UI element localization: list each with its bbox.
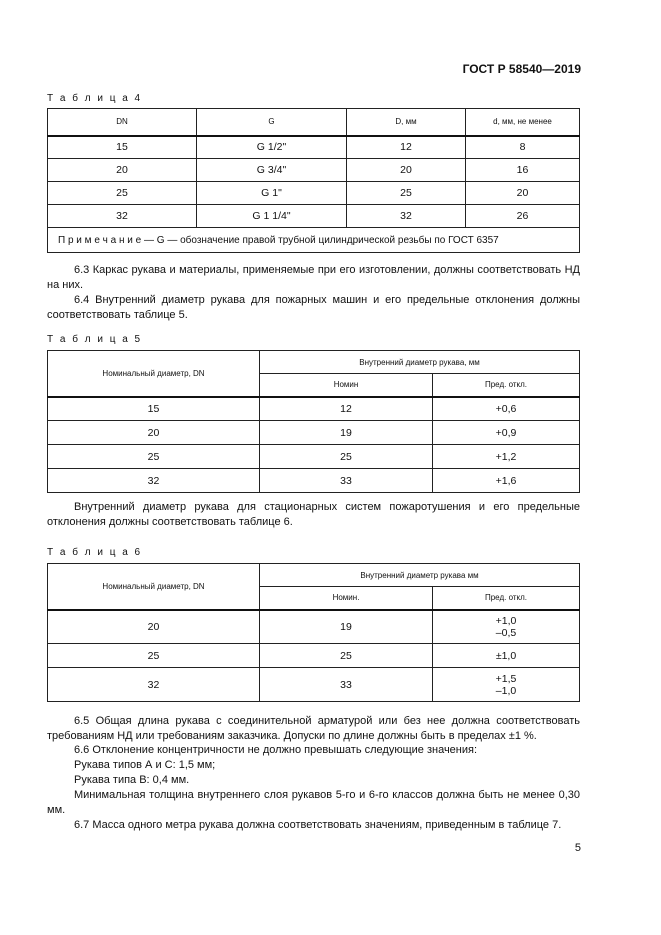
cell: ±1,0 (432, 643, 580, 668)
upper-tolerance: +1,0 (495, 614, 517, 627)
table-row: 20 19 +0,9 (47, 420, 580, 445)
cell: 32 (47, 204, 197, 228)
standard-number: ГОСТ Р 58540—2019 (462, 62, 581, 76)
table-row: 15 12 +0,6 (47, 395, 580, 421)
col-header: D, мм (346, 108, 466, 136)
table-5-caption: Т а б л и ц а 5 (47, 334, 143, 345)
cell: 25 (47, 643, 260, 668)
col-header: d, мм, не менее (465, 108, 580, 136)
cell: +1,2 (432, 444, 580, 469)
cell: 8 (465, 134, 580, 159)
cell: 15 (47, 395, 260, 421)
table-5: Номинальный диаметр, DN Внутренний диамет… (47, 350, 580, 493)
cell: 19 (259, 420, 433, 445)
col-header: Номинальный диаметр, DN (47, 563, 260, 610)
paragraph-6-3: 6.3 Каркас рукава и материалы, применяем… (47, 264, 580, 291)
table-row: 25 25 ±1,0 (47, 643, 580, 668)
paragraph-6-4: 6.4 Внутренний диаметр рукава для пожарн… (47, 294, 580, 321)
table-row: 25 25 +1,2 (47, 444, 580, 469)
cell: 25 (47, 444, 260, 469)
cell: 19 (259, 608, 433, 644)
col-header: G (196, 108, 347, 136)
cell: G 1/2" (196, 134, 347, 159)
col-header: Внутренний диаметр рукава мм (259, 563, 580, 587)
lower-tolerance: –1,0 (495, 684, 517, 697)
col-header: DN (47, 108, 197, 136)
table-4-caption: Т а б л и ц а 4 (47, 93, 143, 104)
cell: 15 (47, 134, 197, 159)
paragraph-stationary: Внутренний диаметр рукава для стационарн… (47, 501, 580, 528)
cell: 33 (259, 667, 433, 702)
cell: 25 (259, 643, 433, 668)
paragraph-6-6-c: Минимальная толщина внутреннего слоя рук… (47, 789, 580, 816)
cell: 20 (47, 608, 260, 644)
upper-tolerance: +1,5 (495, 672, 517, 685)
table-row: 32 33 +1,5 –1,0 (47, 667, 580, 702)
table-6: Номинальный диаметр, DN Внутренний диамет… (47, 563, 580, 702)
cell: 20 (346, 158, 466, 182)
cell: +1,5 –1,0 (432, 667, 580, 702)
cell: 32 (47, 667, 260, 702)
cell: 12 (259, 395, 433, 421)
table-row: 32 G 1 1/4" 32 26 (47, 204, 580, 228)
table-note: П р и м е ч а н и е — G — обозначение пр… (47, 227, 580, 253)
cell: +0,6 (432, 395, 580, 421)
col-header: Номин (259, 373, 433, 397)
cell: 32 (346, 204, 466, 228)
table-6-caption: Т а б л и ц а 6 (47, 547, 143, 558)
cell: 20 (47, 420, 260, 445)
cell: G 3/4" (196, 158, 347, 182)
cell: 32 (47, 468, 260, 493)
cell: +0,9 (432, 420, 580, 445)
cell: 26 (465, 204, 580, 228)
table-row: 15 G 1/2" 12 8 (47, 134, 580, 159)
cell: +1,6 (432, 468, 580, 493)
cell: 12 (346, 134, 466, 159)
paragraph-6-5: 6.5 Общая длина рукава с соединительной … (47, 715, 580, 742)
cell: 20 (465, 181, 580, 205)
col-header: Внутренний диаметр рукава, мм (259, 350, 580, 374)
cell: 25 (346, 181, 466, 205)
paragraph-6-6: 6.6 Отклонение концентричности не должно… (74, 744, 478, 756)
col-header: Номинальный диаметр, DN (47, 350, 260, 397)
table-row: 20 19 +1,0 –0,5 (47, 608, 580, 644)
cell: 20 (47, 158, 197, 182)
cell: 25 (259, 444, 433, 469)
paragraph-6-6-a: Рукава типов А и С: 1,5 мм; (74, 759, 216, 771)
lower-tolerance: –0,5 (495, 626, 517, 639)
cell: G 1" (196, 181, 347, 205)
cell: 33 (259, 468, 433, 493)
col-header: Номин. (259, 586, 433, 610)
cell: G 1 1/4" (196, 204, 347, 228)
table-row: 25 G 1" 25 20 (47, 181, 580, 205)
page-number: 5 (574, 842, 581, 854)
col-header: Пред. откл. (432, 373, 580, 397)
col-header: Пред. откл. (432, 586, 580, 610)
table-row: 32 33 +1,6 (47, 468, 580, 493)
paragraph-6-7: 6.7 Масса одного метра рукава должна соо… (74, 819, 562, 831)
cell: 25 (47, 181, 197, 205)
cell: +1,0 –0,5 (432, 608, 580, 644)
cell: 16 (465, 158, 580, 182)
table-row: 20 G 3/4" 20 16 (47, 158, 580, 182)
table-4: DN G D, мм d, мм, не менее 15 G 1/2" 12 8 20 G … (47, 108, 580, 253)
paragraph-6-6-b: Рукава типа В: 0,4 мм. (74, 774, 190, 786)
